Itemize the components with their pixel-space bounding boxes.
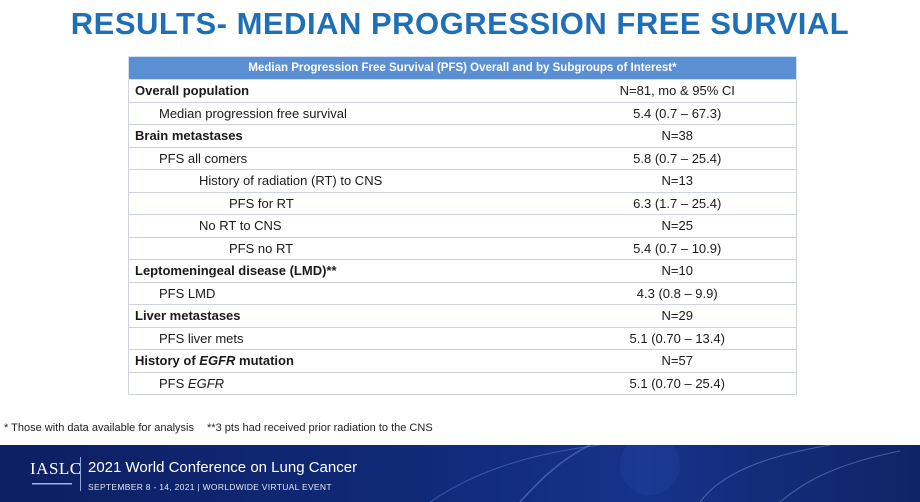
row-value: 5.1 (0.70 – 13.4) bbox=[558, 327, 797, 350]
table-row: PFS LMD 4.3 (0.8 – 9.9) bbox=[128, 282, 797, 305]
table-header-row: Median Progression Free Survival (PFS) O… bbox=[128, 56, 797, 80]
row-label: PFS EGFR bbox=[128, 372, 559, 395]
table-row: PFS no RT 5.4 (0.7 – 10.9) bbox=[128, 237, 797, 260]
row-value: 6.3 (1.7 – 25.4) bbox=[558, 192, 797, 215]
row-label: Liver metastases bbox=[128, 304, 559, 328]
row-value: 5.8 (0.7 – 25.4) bbox=[558, 147, 797, 170]
row-value: 5.4 (0.7 – 10.9) bbox=[558, 237, 797, 260]
table-row: PFS for RT 6.3 (1.7 – 25.4) bbox=[128, 192, 797, 215]
table-header: Median Progression Free Survival (PFS) O… bbox=[128, 56, 797, 80]
table-row: History of EGFR mutation N=57 bbox=[128, 349, 797, 373]
row-label: No RT to CNS bbox=[128, 214, 559, 238]
footnote: * Those with data available for analysis… bbox=[4, 422, 433, 434]
row-value: N=57 bbox=[558, 349, 797, 373]
row-value: N=10 bbox=[558, 259, 797, 283]
row-value: N=29 bbox=[558, 304, 797, 328]
conference-dates: SEPTEMBER 8 - 14, 2021 | WORLDWIDE VIRTU… bbox=[88, 482, 332, 492]
row-label: PFS all comers bbox=[128, 147, 559, 170]
row-label: Overall population bbox=[128, 79, 559, 103]
row-value: N=81, mo & 95% CI bbox=[558, 79, 797, 103]
table-row: Overall population N=81, mo & 95% CI bbox=[128, 79, 797, 103]
table-row: PFS liver mets 5.1 (0.70 – 13.4) bbox=[128, 327, 797, 350]
row-label: Median progression free survival bbox=[128, 102, 559, 125]
row-label: Leptomeningeal disease (LMD)** bbox=[128, 259, 559, 283]
slide-title: RESULTS- MEDIAN PROGRESSION FREE SURVIAL bbox=[70, 6, 850, 41]
table-row: PFS all comers 5.8 (0.7 – 25.4) bbox=[128, 147, 797, 170]
row-value: 5.1 (0.70 – 25.4) bbox=[558, 372, 797, 395]
row-label: PFS LMD bbox=[128, 282, 559, 305]
table-row: Leptomeningeal disease (LMD)** N=10 bbox=[128, 259, 797, 283]
banner-divider bbox=[80, 457, 81, 491]
conference-title: 2021 World Conference on Lung Cancer bbox=[88, 459, 358, 476]
conference-banner: IASLC 2021 World Conference on Lung Canc… bbox=[0, 445, 920, 502]
row-value: N=13 bbox=[558, 169, 797, 193]
row-value: N=38 bbox=[558, 124, 797, 148]
row-value: 5.4 (0.7 – 67.3) bbox=[558, 102, 797, 125]
row-label: History of EGFR mutation bbox=[128, 349, 559, 373]
row-label: PFS liver mets bbox=[128, 327, 559, 350]
footnote-data-available: * Those with data available for analysis bbox=[4, 422, 194, 434]
table-row: History of radiation (RT) to CNS N=13 bbox=[128, 169, 797, 193]
table-row: Liver metastases N=29 bbox=[128, 304, 797, 328]
table-body: Overall population N=81, mo & 95% CI Media… bbox=[128, 79, 797, 395]
table-row: PFS EGFR 5.1 (0.70 – 25.4) bbox=[128, 372, 797, 395]
table-row: Median progression free survival 5.4 (0.7… bbox=[128, 102, 797, 125]
row-value: N=25 bbox=[558, 214, 797, 238]
iaslc-logo: IASLC bbox=[30, 459, 82, 478]
pfs-table-container: Median Progression Free Survival (PFS) O… bbox=[128, 56, 797, 395]
banner-decoration-icon bbox=[429, 445, 901, 502]
row-value: 4.3 (0.8 – 9.9) bbox=[558, 282, 797, 305]
table-row: No RT to CNS N=25 bbox=[128, 214, 797, 238]
iaslc-logo-mark-icon bbox=[32, 483, 72, 485]
row-label: PFS for RT bbox=[128, 192, 559, 215]
pfs-table: Median Progression Free Survival (PFS) O… bbox=[128, 56, 797, 395]
row-label: PFS no RT bbox=[128, 237, 559, 260]
row-label: History of radiation (RT) to CNS bbox=[128, 169, 559, 193]
row-label: Brain metastases bbox=[128, 124, 559, 148]
footnote-prior-radiation: **3 pts had received prior radiation to … bbox=[207, 422, 433, 434]
table-row: Brain metastases N=38 bbox=[128, 124, 797, 148]
